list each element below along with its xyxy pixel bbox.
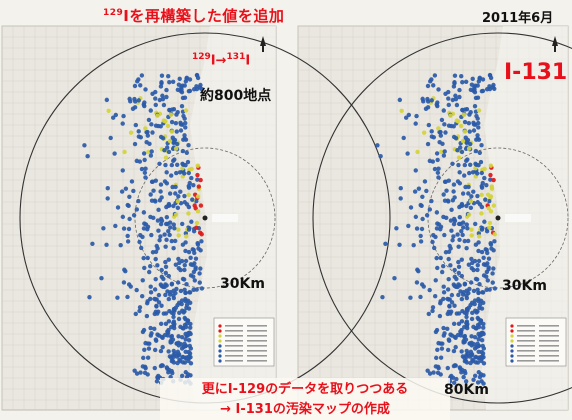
left-plant-marker-icon — [202, 214, 238, 222]
right-30km-circle — [427, 147, 569, 289]
right-30km-label: 30Km — [502, 278, 547, 294]
right-plant-marker-icon — [495, 214, 531, 222]
left-map-title: 129Iを再構築した値を追加 — [103, 7, 285, 25]
date-label: 2011年6月 — [482, 11, 554, 26]
right-north-arrow-icon — [552, 36, 558, 52]
left-30km-label: 30Km — [220, 276, 265, 292]
left-30km-circle — [134, 147, 276, 289]
left-north-arrow-icon — [260, 36, 266, 52]
left-map-grid — [1, 25, 276, 410]
left-coastline — [2, 26, 276, 410]
isotope-conversion-label: 129I→131I — [192, 52, 251, 69]
right-coastline — [298, 26, 568, 410]
footer-line-2: → I-131の汚染マップの作成 — [220, 402, 390, 417]
left-measurement-points — [82, 72, 205, 386]
point-count-label: 約800地点 — [200, 88, 272, 104]
left-legend-box — [213, 317, 275, 367]
right-80km-circle — [312, 32, 572, 404]
footer-note: 更にI-129のデータを取りつつある → I-131の汚染マップの作成 — [165, 380, 445, 420]
arrow-right-icon: → — [215, 53, 227, 69]
right-isotope-label: I-131 — [504, 60, 568, 85]
footer-line-1: 更にI-129のデータを取りつつある — [201, 382, 409, 397]
right-legend-box — [505, 317, 567, 367]
footer-background — [160, 378, 450, 420]
right-measurement-points — [375, 72, 498, 386]
right-80km-label: 80Km — [444, 382, 489, 398]
